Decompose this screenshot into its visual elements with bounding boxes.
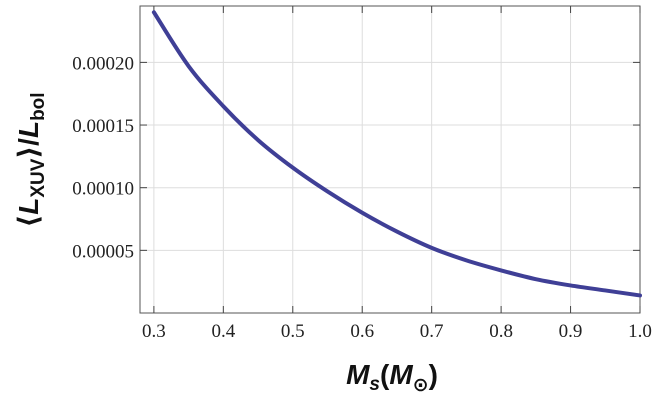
- grid-lines: [140, 6, 641, 313]
- y-axis-title-close: ⟩: [13, 146, 44, 159]
- y-axis-title-num: L: [13, 198, 44, 215]
- y-axis-title-den: L: [13, 121, 44, 138]
- x-axis-title-unit: M: [389, 359, 413, 390]
- y-axis-title-num-sub: XUV: [28, 158, 49, 197]
- y-tick-labels: 0.00005 0.00010 0.00015 0.00020: [72, 53, 134, 262]
- y-tick-label: 0.00020: [72, 53, 134, 74]
- x-tick-label: 0.3: [142, 321, 166, 342]
- x-axis-title-open: (: [380, 359, 390, 390]
- x-tick-label: 1.0: [628, 321, 652, 342]
- series-line: [151, 10, 642, 298]
- y-axis-title-slash: /: [13, 138, 44, 146]
- x-axis-title-close: ): [429, 359, 438, 390]
- x-axis-title-main: M: [346, 359, 370, 390]
- x-tick-labels: 0.3 0.4 0.5 0.6 0.7 0.8 0.9 1.0: [142, 321, 652, 342]
- x-axis-title: Ms(M⊙): [346, 359, 438, 396]
- x-tick-label: 0.5: [281, 321, 305, 342]
- x-axis-title-sub: s: [369, 374, 380, 395]
- axis-ticks: [140, 6, 641, 313]
- x-tick-label: 0.4: [211, 321, 235, 342]
- y-tick-label: 0.00015: [72, 116, 134, 137]
- x-tick-label: 0.7: [420, 321, 444, 342]
- y-tick-label: 0.00010: [72, 179, 134, 200]
- x-tick-label: 0.9: [559, 321, 583, 342]
- y-axis-title-open: ⟨: [13, 215, 44, 228]
- x-tick-label: 0.6: [350, 321, 374, 342]
- y-tick-label: 0.00005: [72, 241, 134, 262]
- plot-frame: [139, 5, 641, 314]
- y-axis-title-den-sub: bol: [28, 92, 49, 121]
- y-axis-title: ⟨LXUV⟩/Lbol: [13, 92, 49, 227]
- x-axis-title-unit-sub: ⊙: [413, 375, 429, 396]
- x-tick-label: 0.8: [489, 321, 513, 342]
